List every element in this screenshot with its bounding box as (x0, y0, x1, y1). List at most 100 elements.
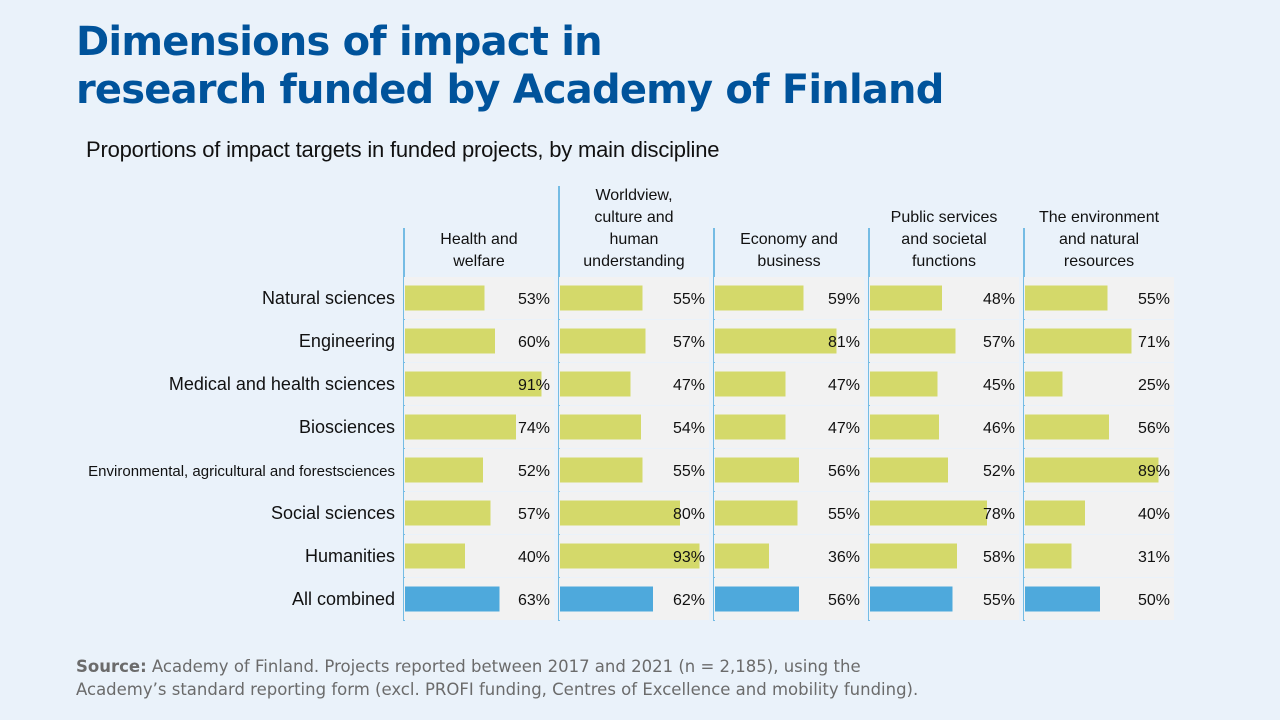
category-label-medical-and-health-sciences: Medical and health sciences (169, 374, 395, 394)
data-label: 50% (1138, 592, 1170, 609)
bar-medical-and-health-sciences-1 (405, 371, 542, 397)
bar-social-sciences-5 (1025, 500, 1085, 526)
data-label: 71% (1138, 334, 1170, 351)
bar-engineering-4 (870, 328, 956, 354)
data-label: 47% (828, 420, 860, 437)
data-label: 54% (673, 420, 705, 437)
data-label: 55% (673, 291, 705, 308)
data-label: 78% (983, 506, 1015, 523)
bar-natural-sciences-3 (715, 285, 804, 311)
category-label-humanities: Humanities (305, 546, 395, 566)
series-header-4: Public services and societal functions (891, 209, 998, 270)
data-label: 58% (983, 549, 1015, 566)
bar-environmental-agricultural-and-forestsciences-1 (405, 457, 483, 483)
category-label-biosciences: Biosciences (299, 417, 395, 437)
series-header-3: Economy and business (740, 231, 838, 270)
bar-natural-sciences-4 (870, 285, 942, 311)
data-label: 48% (983, 291, 1015, 308)
data-label: 63% (518, 592, 550, 609)
category-label-natural-sciences: Natural sciences (262, 288, 395, 308)
data-label: 47% (828, 377, 860, 394)
data-label: 40% (518, 549, 550, 566)
bar-humanities-3 (715, 543, 769, 569)
bar-humanities-1 (405, 543, 465, 569)
bar-environmental-agricultural-and-forestsciences-2 (560, 457, 643, 483)
bar-medical-and-health-sciences-2 (560, 371, 631, 397)
data-label: 25% (1138, 377, 1170, 394)
bar-humanities-5 (1025, 543, 1072, 569)
data-label: 46% (983, 420, 1015, 437)
bar-social-sciences-4 (870, 500, 987, 526)
bar-all-combined-2 (560, 586, 653, 612)
bar-all-combined-3 (715, 586, 799, 612)
data-label: 55% (1138, 291, 1170, 308)
bar-environmental-agricultural-and-forestsciences-5 (1025, 457, 1159, 483)
bar-social-sciences-1 (405, 500, 491, 526)
bar-medical-and-health-sciences-3 (715, 371, 786, 397)
data-label: 74% (518, 420, 550, 437)
data-label: 56% (828, 592, 860, 609)
bar-environmental-agricultural-and-forestsciences-3 (715, 457, 799, 483)
data-label: 59% (828, 291, 860, 308)
data-label: 45% (983, 377, 1015, 394)
source-note: Source: Academy of Finland. Projects rep… (76, 655, 918, 701)
data-label: 56% (828, 463, 860, 480)
title-line-2: research funded by Academy of Finland (76, 67, 944, 113)
panel-bar-chart: Health and welfare Worldview, culture and hu… (88, 186, 1170, 621)
data-label: 53% (518, 291, 550, 308)
bar-all-combined-4 (870, 586, 953, 612)
bar-engineering-3 (715, 328, 837, 354)
data-label: 91% (518, 377, 550, 394)
source-label: Source: (76, 657, 147, 676)
data-label: 52% (983, 463, 1015, 480)
bar-biosciences-3 (715, 414, 786, 440)
series-header-5: The environment and natural resources (1039, 209, 1160, 270)
bar-biosciences-4 (870, 414, 939, 440)
chart-subtitle: Proportions of impact targets in funded … (86, 137, 720, 162)
data-label: 81% (828, 334, 860, 351)
bar-humanities-2 (560, 543, 700, 569)
data-label: 89% (1138, 463, 1170, 480)
category-label-social-sciences: Social sciences (271, 503, 395, 523)
bar-social-sciences-3 (715, 500, 798, 526)
bar-medical-and-health-sciences-5 (1025, 371, 1063, 397)
data-label: 57% (673, 334, 705, 351)
bar-biosciences-5 (1025, 414, 1109, 440)
bar-all-combined-1 (405, 586, 500, 612)
bar-social-sciences-2 (560, 500, 680, 526)
bar-engineering-2 (560, 328, 646, 354)
bar-all-combined-5 (1025, 586, 1100, 612)
data-label: 47% (673, 377, 705, 394)
bar-environmental-agricultural-and-forestsciences-4 (870, 457, 948, 483)
bar-engineering-5 (1025, 328, 1132, 354)
category-label-engineering: Engineering (299, 331, 395, 351)
data-label: 56% (1138, 420, 1170, 437)
source-line-2: Academy’s standard reporting form (excl.… (76, 680, 919, 699)
data-label: 40% (1138, 506, 1170, 523)
bar-engineering-1 (405, 328, 495, 354)
data-label: 80% (673, 506, 705, 523)
bar-humanities-4 (870, 543, 957, 569)
data-label: 55% (828, 506, 860, 523)
chart-title: Dimensions of impact in research funded … (76, 18, 944, 114)
series-header-1: Health and welfare (440, 231, 517, 270)
data-label: 52% (518, 463, 550, 480)
bar-natural-sciences-2 (560, 285, 643, 311)
category-label-environmental-agricultural-and-forestsciences: Environmental, agricultural and forestsc… (88, 463, 395, 480)
data-label: 57% (518, 506, 550, 523)
data-label: 57% (983, 334, 1015, 351)
data-label: 55% (983, 592, 1015, 609)
series-header-2: Worldview, culture and human understanding (583, 187, 684, 270)
bar-medical-and-health-sciences-4 (870, 371, 938, 397)
source-line-1: Academy of Finland. Projects reported be… (146, 657, 861, 676)
data-label: 60% (518, 334, 550, 351)
title-line-1: Dimensions of impact in (76, 19, 603, 65)
data-label: 93% (673, 549, 705, 566)
category-label-all-combined: All combined (292, 589, 395, 609)
bar-natural-sciences-5 (1025, 285, 1108, 311)
data-label: 62% (673, 592, 705, 609)
bar-natural-sciences-1 (405, 285, 485, 311)
bar-biosciences-2 (560, 414, 641, 440)
data-label: 36% (828, 549, 860, 566)
bar-biosciences-1 (405, 414, 516, 440)
